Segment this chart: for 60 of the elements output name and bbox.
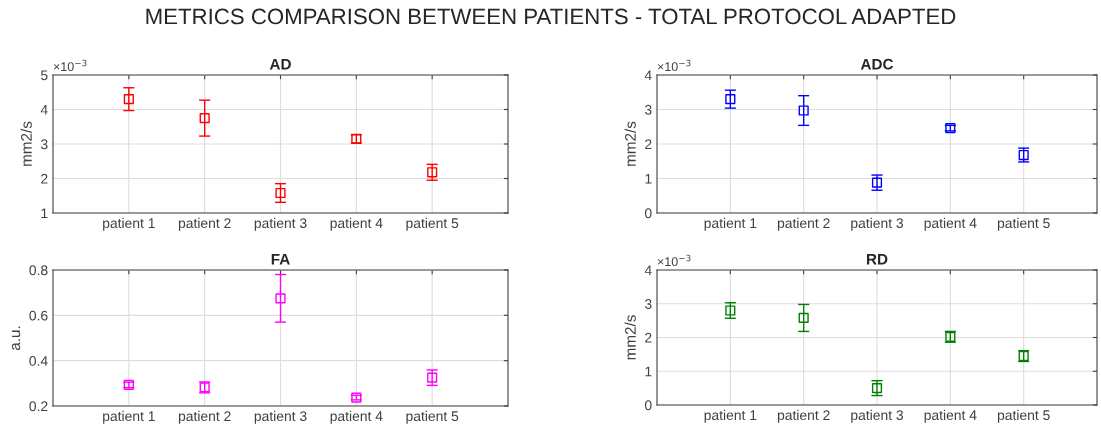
point — [123, 94, 134, 105]
x-tick-label: patient 3 — [851, 217, 904, 231]
y-tick-label: 1 — [645, 366, 652, 377]
y-tick-label: 0.8 — [29, 265, 48, 276]
x-tick-label: patient 4 — [330, 410, 383, 424]
x-tick-label: patient 1 — [103, 410, 155, 424]
x-tick-label: patient 1 — [103, 217, 155, 231]
y-tick-label: 3 — [40, 139, 48, 150]
text: ×10$^{−3}$ — [53, 59, 87, 72]
y-axis-title: mm2/s — [624, 121, 636, 166]
y-axis-title: mm2/s — [624, 315, 636, 360]
y-tick-label: 3 — [644, 299, 652, 309]
x-tick-label: patient 2 — [777, 409, 830, 423]
x-tick-label: patient 2 — [178, 410, 231, 424]
y-tick-label: 2 — [645, 139, 652, 150]
chart-title: AD — [269, 58, 291, 70]
x-tick-label: patient 3 — [851, 409, 904, 423]
y-axis-title: mm2/s — [20, 121, 32, 166]
text: ×10$^{−3}$ — [657, 254, 691, 267]
x-tick-label: patient 5 — [406, 217, 459, 231]
point — [275, 187, 286, 199]
y-tick-label: 1 — [645, 173, 652, 184]
y-tick-label: 4 — [40, 104, 48, 115]
x-tick-label: patient 5 — [997, 409, 1050, 423]
y-tick-label: 0.4 — [29, 356, 48, 366]
y-tick-label: 4 — [644, 265, 652, 276]
y-tick-label: 0.2 — [29, 401, 48, 412]
x-tick-label: patient 4 — [924, 409, 977, 423]
point — [798, 312, 809, 324]
x-tick-label: patient 4 — [924, 217, 977, 231]
x-tick-label: patient 4 — [330, 217, 383, 231]
x-tick-label: patient 3 — [254, 410, 307, 424]
text: METRICS COMPARISON BETWEEN PATIENTS - TOTAL PROTOCOL ADAPTED — [146, 8, 956, 25]
x-tick-label: patient 5 — [406, 410, 459, 424]
x-tick-label: patient 5 — [997, 217, 1050, 231]
y-tick-label: 2 — [41, 173, 48, 184]
x-tick-label: patient 2 — [777, 217, 830, 231]
y-tick-label: 1 — [41, 208, 48, 219]
chart-title: ADC — [860, 58, 894, 70]
chart-title: RD — [866, 253, 888, 265]
y-tick-label: 4 — [644, 70, 652, 81]
point — [725, 94, 736, 105]
point — [275, 293, 286, 304]
y-tick-label: 0.6 — [29, 310, 48, 321]
x-tick-label: patient 3 — [254, 217, 307, 231]
y-tick-label: 3 — [644, 104, 652, 115]
point — [199, 113, 210, 124]
y-tick-label: 2 — [645, 332, 652, 343]
text: ×10$^{−3}$ — [657, 59, 691, 72]
y-axis-title: a.u. — [11, 326, 21, 351]
x-tick-label: patient 1 — [704, 409, 757, 423]
x-tick-label: patient 1 — [704, 217, 757, 231]
point — [427, 372, 438, 383]
point — [427, 167, 438, 178]
y-tick-label: 5 — [40, 70, 48, 81]
y-tick-label: 0 — [644, 400, 652, 411]
chart-title: FA — [271, 253, 290, 265]
y-tick-label: 0 — [644, 208, 652, 219]
point — [798, 105, 809, 116]
x-tick-label: patient 2 — [178, 217, 231, 231]
